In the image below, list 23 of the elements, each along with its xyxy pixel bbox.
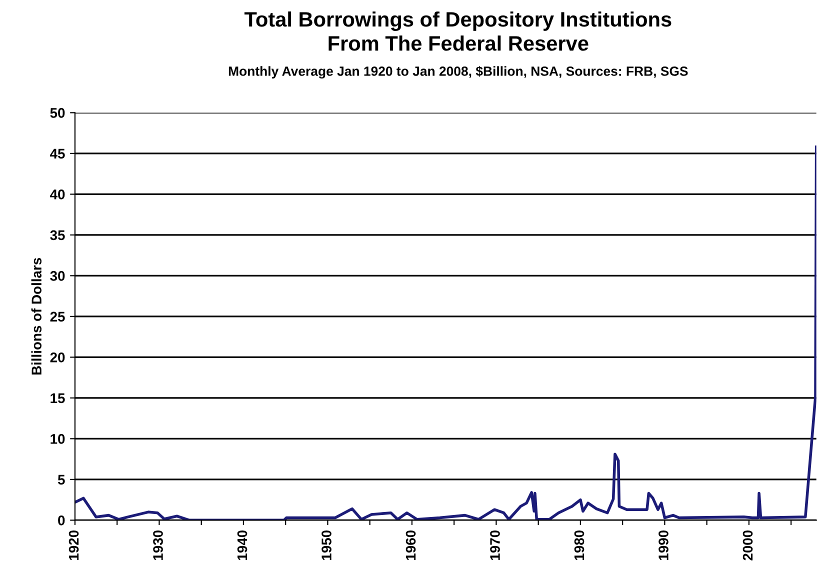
x-tick-label: 1970: [490, 530, 500, 560]
y-axis-title: Billions of Dollars: [31, 258, 42, 375]
x-tick-label: 1930: [153, 530, 163, 560]
x-tick-label: 1940: [237, 530, 248, 560]
y-tick-label: 45: [50, 148, 65, 159]
chart-title: Total Borrowings of Depository Institutions From The Federal Reserve: [244, 11, 672, 51]
chart-subtitle: Monthly Average Jan 1920 to Jan 2008, $Billion, NSA, Sources: FRB, SGS: [228, 66, 688, 79]
y-tick-label: 40: [50, 190, 65, 200]
y-tick-label: 5: [58, 474, 65, 485]
x-tick-label: 1920: [68, 530, 79, 560]
x-tick-label: 2000: [742, 530, 753, 560]
y-tick-label: 25: [50, 312, 65, 322]
y-tick-label: 20: [50, 352, 65, 362]
x-tick-label: 1960: [406, 530, 416, 560]
x-tick-label: 1980: [574, 530, 584, 560]
y-tick-label: 10: [50, 434, 65, 444]
y-tick-label: 30: [50, 271, 65, 281]
y-tick-label: 0: [58, 516, 65, 526]
y-tick-label: 50: [50, 108, 65, 118]
y-tick-label: 35: [50, 230, 65, 240]
x-tick-label: 1990: [658, 530, 668, 560]
x-tick-label: 1950: [322, 530, 332, 560]
y-tick-label: 15: [50, 393, 65, 404]
